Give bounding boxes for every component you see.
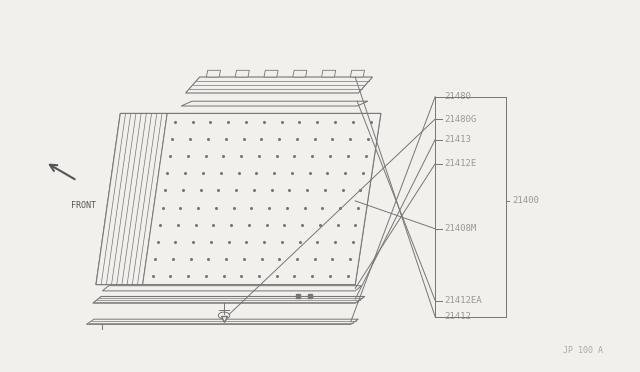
Polygon shape <box>102 286 362 291</box>
Text: 21412EA: 21412EA <box>445 296 483 305</box>
Polygon shape <box>181 101 368 106</box>
Polygon shape <box>321 70 335 77</box>
Polygon shape <box>350 70 364 77</box>
Polygon shape <box>264 70 278 77</box>
Text: 21413: 21413 <box>445 135 472 144</box>
Text: 21480G: 21480G <box>445 115 477 124</box>
Text: JP 100 A: JP 100 A <box>563 346 604 355</box>
Text: 21408M: 21408M <box>445 224 477 233</box>
Polygon shape <box>206 70 220 77</box>
Text: 21400: 21400 <box>512 196 539 205</box>
Polygon shape <box>293 70 307 77</box>
Polygon shape <box>143 113 381 285</box>
Polygon shape <box>86 319 358 324</box>
Text: 21412: 21412 <box>445 312 472 321</box>
Polygon shape <box>96 113 167 285</box>
Text: 21480: 21480 <box>445 92 472 101</box>
Polygon shape <box>93 296 365 303</box>
Text: FRONT: FRONT <box>70 201 96 210</box>
Polygon shape <box>186 77 372 93</box>
Polygon shape <box>236 70 250 77</box>
Text: 21412E: 21412E <box>445 159 477 168</box>
Polygon shape <box>96 113 381 285</box>
